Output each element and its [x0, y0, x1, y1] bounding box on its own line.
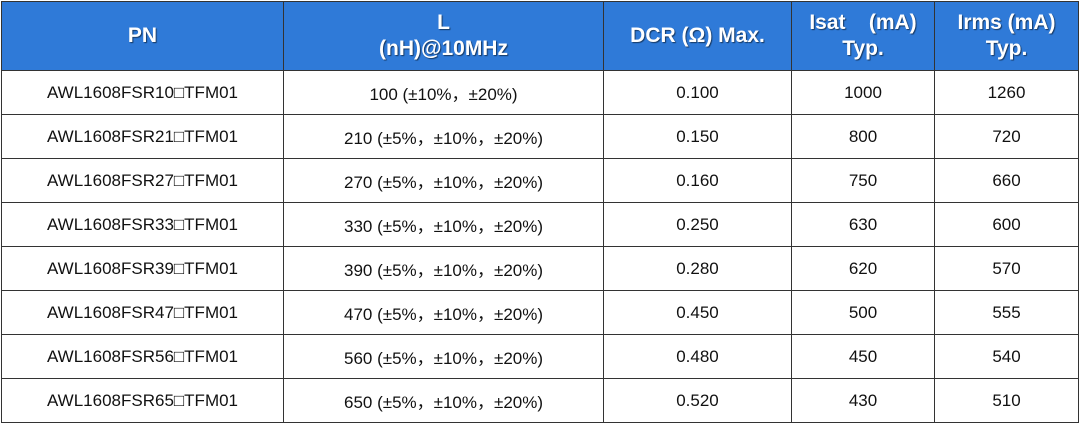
- cell-pn: AWL1608FSR21□TFM01: [1, 114, 284, 159]
- header-isat-line-1: Isat (mA): [809, 11, 917, 34]
- header-irms-line-2: Typ.: [985, 37, 1028, 60]
- cell-isat: 500: [791, 290, 935, 335]
- header-dcr: DCR (Ω) Max.: [603, 1, 792, 71]
- cell-irms: 660: [934, 158, 1079, 203]
- cell-irms: 1260: [934, 70, 1079, 115]
- cell-pn: AWL1608FSR39□TFM01: [1, 246, 284, 291]
- cell-inductance: 210 (±5%，±10%，±20%): [283, 114, 604, 159]
- header-pn: PN: [1, 1, 284, 71]
- cell-pn: AWL1608FSR65□TFM01: [1, 378, 284, 423]
- header-isat: Isat (mA) Typ.: [791, 1, 935, 71]
- cell-isat: 620: [791, 246, 935, 291]
- table-row: AWL1608FSR21□TFM01 210 (±5%，±10%，±20%) 0…: [1, 114, 1079, 159]
- cell-dcr: 0.150: [603, 114, 792, 159]
- cell-dcr: 0.450: [603, 290, 792, 335]
- cell-dcr: 0.100: [603, 70, 792, 115]
- header-irms-line-1: Irms (mA): [957, 11, 1056, 34]
- header-isat-line-2: Typ.: [842, 37, 884, 60]
- cell-pn: AWL1608FSR33□TFM01: [1, 202, 284, 247]
- table-row: AWL1608FSR47□TFM01 470 (±5%，±10%，±20%) 0…: [1, 290, 1079, 335]
- cell-pn: AWL1608FSR47□TFM01: [1, 290, 284, 335]
- cell-isat: 1000: [791, 70, 935, 115]
- header-pn-line-1: PN: [127, 24, 158, 47]
- cell-inductance: 650 (±5%，±10%，±20%): [283, 378, 604, 423]
- table-row: AWL1608FSR10□TFM01 100 (±10%，±20%) 0.100…: [1, 70, 1079, 115]
- cell-irms: 555: [934, 290, 1079, 335]
- header-irms: Irms (mA) Typ.: [934, 1, 1079, 71]
- cell-irms: 540: [934, 334, 1079, 379]
- cell-isat: 430: [791, 378, 935, 423]
- cell-inductance: 470 (±5%，±10%，±20%): [283, 290, 604, 335]
- header-inductance-line-1: L: [437, 11, 450, 34]
- cell-inductance: 270 (±5%，±10%，±20%): [283, 158, 604, 203]
- cell-irms: 600: [934, 202, 1079, 247]
- header-inductance: L (nH)@10MHz: [283, 1, 604, 71]
- table-row: AWL1608FSR65□TFM01 650 (±5%，±10%，±20%) 0…: [1, 378, 1079, 423]
- header-row: PN L (nH)@10MHz DCR (Ω) Max. Isat (mA) T…: [1, 1, 1079, 71]
- cell-isat: 450: [791, 334, 935, 379]
- cell-pn: AWL1608FSR10□TFM01: [1, 70, 284, 115]
- cell-inductance: 100 (±10%，±20%): [283, 70, 604, 115]
- header-dcr-line-1: DCR (Ω) Max.: [630, 24, 765, 47]
- cell-irms: 510: [934, 378, 1079, 423]
- cell-isat: 800: [791, 114, 935, 159]
- cell-pn: AWL1608FSR27□TFM01: [1, 158, 284, 203]
- header-inductance-line-2: (nH)@10MHz: [379, 37, 508, 60]
- cell-pn: AWL1608FSR56□TFM01: [1, 334, 284, 379]
- cell-inductance: 560 (±5%，±10%，±20%): [283, 334, 604, 379]
- table-row: AWL1608FSR56□TFM01 560 (±5%，±10%，±20%) 0…: [1, 334, 1079, 379]
- cell-dcr: 0.520: [603, 378, 792, 423]
- cell-irms: 570: [934, 246, 1079, 291]
- table-row: AWL1608FSR39□TFM01 390 (±5%，±10%，±20%) 0…: [1, 246, 1079, 291]
- table-row: AWL1608FSR27□TFM01 270 (±5%，±10%，±20%) 0…: [1, 158, 1079, 203]
- cell-dcr: 0.480: [603, 334, 792, 379]
- cell-dcr: 0.280: [603, 246, 792, 291]
- cell-dcr: 0.160: [603, 158, 792, 203]
- cell-dcr: 0.250: [603, 202, 792, 247]
- cell-isat: 750: [791, 158, 935, 203]
- table-row: AWL1608FSR33□TFM01 330 (±5%，±10%，±20%) 0…: [1, 202, 1079, 247]
- cell-irms: 720: [934, 114, 1079, 159]
- cell-inductance: 330 (±5%，±10%，±20%): [283, 202, 604, 247]
- cell-inductance: 390 (±5%，±10%，±20%): [283, 246, 604, 291]
- cell-isat: 630: [791, 202, 935, 247]
